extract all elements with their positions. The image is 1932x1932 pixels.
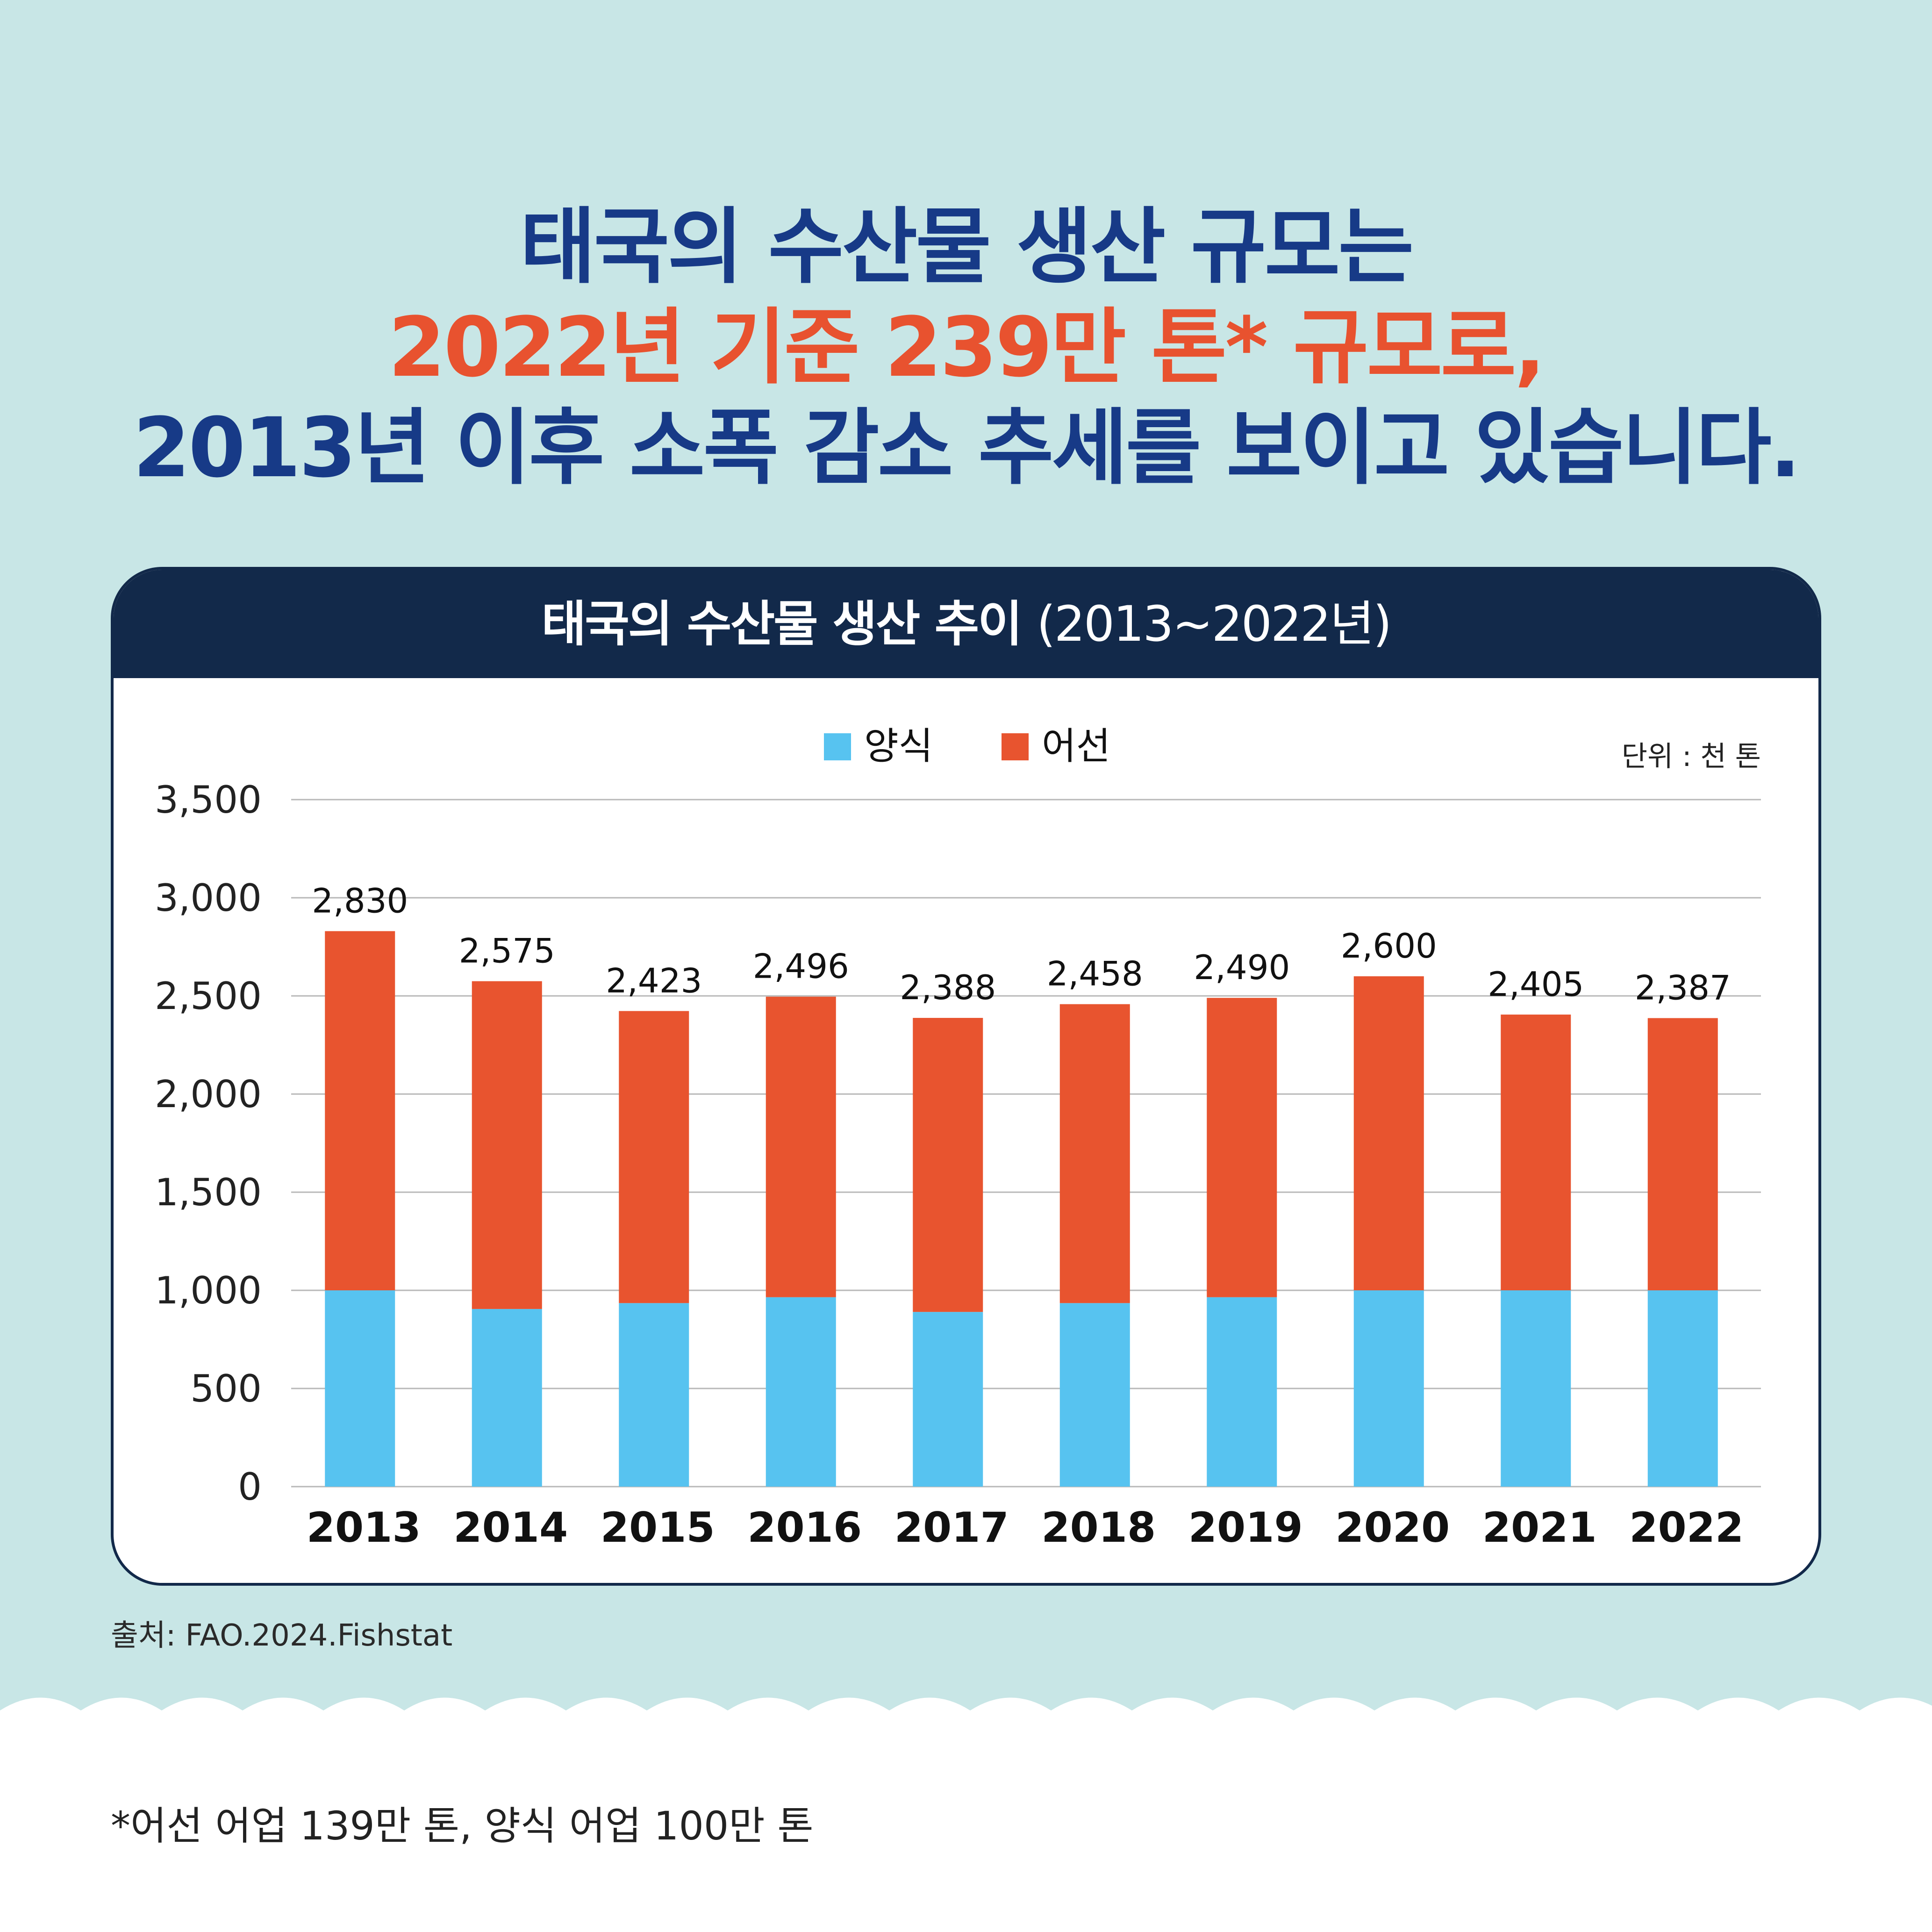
chart-svg: 0 500 1,000 1,500 2,000 2,500 3,000 3,500 2,830 2… [155,724,1761,1552]
bar-fishing [1647,1018,1718,1290]
unit-label: 단위 : 천 톤 [1622,740,1761,773]
bar-fishing [325,931,395,1290]
bar-aquaculture [619,1303,689,1487]
legend-swatch [824,733,851,760]
bar-fishing [913,1018,983,1312]
bar-aquaculture [766,1297,836,1487]
chart-card-header: 태국의 수산물 생산 추이 (2013~2022년) [114,570,1818,678]
bar-aquaculture [913,1312,983,1487]
x-tick-label: 2017 [894,1503,1009,1552]
bar-aquaculture [472,1309,542,1487]
x-tick-label: 2018 [1041,1503,1156,1552]
y-tick-label: 0 [238,1465,262,1509]
source-note: 출처: FAO.2024.Fishstat [111,1618,453,1653]
data-label: 2,387 [1635,968,1731,1007]
headline-line-3: 2013년 이후 소폭 감소 추세를 보이고 있습니다. [133,400,1801,496]
x-tick-label: 2014 [453,1503,568,1552]
bar-aquaculture [1059,1303,1130,1487]
legend-label: 어선 [1042,724,1110,768]
bar-fishing [472,981,542,1309]
y-tick-label: 2,500 [155,974,262,1018]
y-tick-label: 2,000 [155,1073,262,1116]
x-tick-label: 2020 [1335,1503,1450,1552]
y-tick-label: 3,000 [155,876,262,920]
bar-aquaculture [1353,1290,1424,1487]
bar-fishing [1059,1004,1130,1303]
x-tick-label: 2013 [307,1503,421,1552]
bar-aquaculture [1501,1290,1571,1487]
chart-subtitle: (2013~2022년) [1037,595,1392,652]
bar-fishing [1501,1014,1571,1290]
bar-fishing [1207,998,1277,1297]
bar-aquaculture [1207,1297,1277,1487]
bar-aquaculture [1647,1290,1718,1487]
x-tick-label: 2019 [1188,1503,1303,1552]
y-tick-label: 3,500 [155,778,262,822]
x-tick-label: 2016 [747,1503,862,1552]
legend-swatch [1002,733,1029,760]
data-label: 2,830 [312,881,408,920]
bar-fishing [766,996,836,1297]
bar-fishing [1353,976,1424,1290]
bar-fishing [619,1011,689,1303]
wave-shape [0,1697,1932,1932]
headline-line-2: 2022년 기준 239만 톤* 규모로, [388,300,1546,395]
data-label: 2,496 [753,947,849,986]
x-tick-label: 2021 [1482,1503,1597,1552]
data-label: 2,490 [1194,948,1290,987]
bar-aquaculture [325,1290,395,1487]
chart-card: 태국의 수산물 생산 추이 (2013~2022년) 0 500 1,000 1,50… [111,567,1821,1586]
data-label: 2,405 [1488,965,1584,1004]
data-label: 2,458 [1047,954,1143,994]
data-label: 2,600 [1341,926,1437,966]
x-tick-label: 2015 [601,1503,715,1552]
wave-divider [0,1697,1932,1932]
x-tick-label: 2022 [1629,1503,1744,1552]
footnote: *어선 어업 139만 톤, 양식 어업 100만 톤 [111,1803,814,1849]
data-label: 2,423 [606,961,702,1000]
y-tick-label: 1,500 [155,1171,262,1214]
chart-title: 태국의 수산물 생산 추이 [541,595,1023,652]
data-label: 2,575 [459,931,555,971]
y-tick-label: 500 [190,1367,262,1410]
data-label: 2,388 [900,968,996,1007]
y-tick-label: 1,000 [155,1269,262,1312]
headline-line-1: 태국의 수산물 생산 규모는 [520,199,1414,295]
legend-label: 양식 [864,724,933,768]
